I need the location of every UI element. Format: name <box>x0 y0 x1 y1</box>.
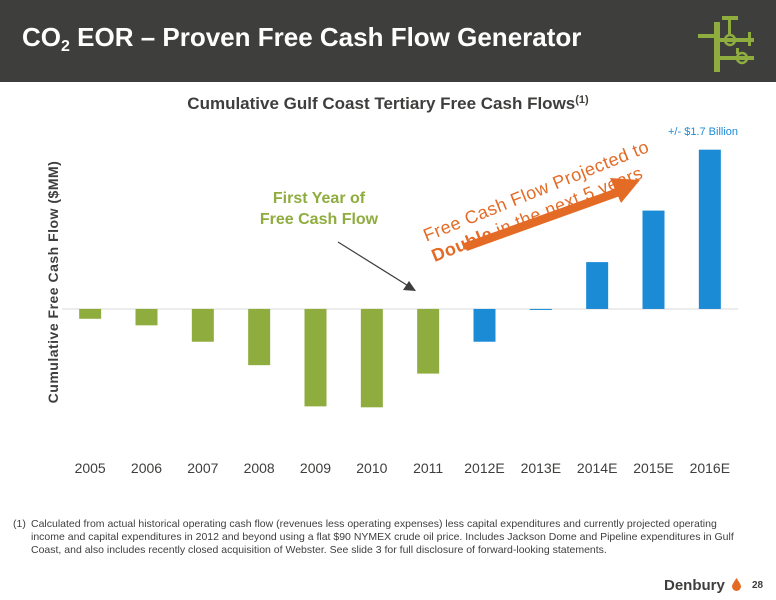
oil-drop-icon <box>732 578 741 591</box>
x-tick-2015E: 2015E <box>633 460 673 476</box>
slide-header: CO2 EOR – Proven Free Cash Flow Generato… <box>0 0 776 82</box>
x-tick-2013E: 2013E <box>521 460 561 476</box>
first-year-annotation: First Year of Free Cash Flow <box>259 190 379 228</box>
bar-2010 <box>360 308 383 408</box>
bar-2013E <box>529 308 552 310</box>
x-tick-2014E: 2014E <box>577 460 617 476</box>
x-tick-2005: 2005 <box>75 460 106 476</box>
bar-group <box>79 149 721 408</box>
chart-title: Cumulative Gulf Coast Tertiary Free Cash… <box>187 94 589 113</box>
page-number: 28 <box>752 580 764 591</box>
slide-title: CO2 EOR – Proven Free Cash Flow Generato… <box>22 22 582 55</box>
footnote-text: Calculated from actual historical operat… <box>31 518 734 556</box>
bar-2011 <box>417 308 440 374</box>
x-tick-2010: 2010 <box>356 460 387 476</box>
bar-2008 <box>248 308 271 366</box>
footnote: (1) Calculated from actual historical op… <box>13 518 743 557</box>
bar-2005 <box>79 308 102 319</box>
footnote-number: (1) <box>13 518 26 530</box>
pipeline-valve-icon <box>698 16 754 72</box>
x-tick-2016E: 2016E <box>690 460 730 476</box>
bar-2012E <box>473 308 496 342</box>
bar-2006 <box>135 308 158 326</box>
first-year-arrow <box>337 241 416 291</box>
bar-2014E <box>586 262 609 309</box>
bar-2009 <box>304 308 327 407</box>
x-tick-2012E: 2012E <box>464 460 504 476</box>
x-tick-labels: 2005 2006 2007 2008 2009 2010 2011 2012E 2013E 20… <box>75 460 730 476</box>
x-tick-2008: 2008 <box>244 460 275 476</box>
x-tick-2007: 2007 <box>187 460 218 476</box>
x-tick-2011: 2011 <box>413 460 443 476</box>
x-tick-2009: 2009 <box>300 460 331 476</box>
peak-value-label: +/- $1.7 Billion <box>668 126 739 138</box>
bar-2016E <box>698 149 721 309</box>
brand-logo: Denbury <box>664 577 725 594</box>
x-tick-2006: 2006 <box>131 460 162 476</box>
projection-arrow <box>464 178 640 251</box>
bar-2007 <box>191 308 214 342</box>
bar-2015E <box>642 210 665 309</box>
